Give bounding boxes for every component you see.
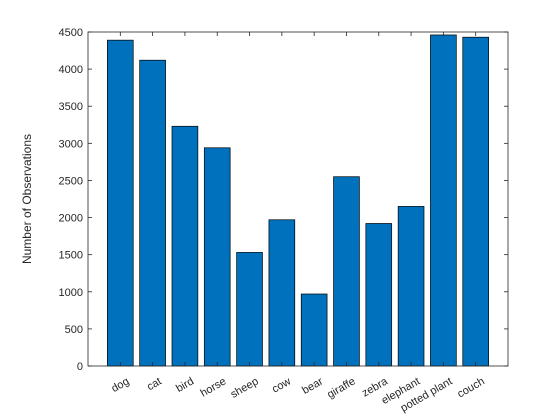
y-tick-label: 3000 bbox=[59, 138, 83, 150]
y-tick-label: 4000 bbox=[59, 64, 83, 76]
plot-frame bbox=[87, 31, 509, 367]
bar-elephant bbox=[397, 206, 425, 367]
y-tick-label: 1000 bbox=[59, 287, 83, 299]
y-tick-label: 2000 bbox=[59, 213, 83, 225]
bar-bear bbox=[300, 293, 328, 367]
y-axis-ticks: 0 500 1000 1500 2000 2500 3000 3500 4000 4500 bbox=[59, 27, 508, 373]
bar-zebra bbox=[365, 223, 393, 367]
y-tick-label: 1500 bbox=[59, 250, 83, 262]
y-tick-label: 500 bbox=[65, 324, 83, 336]
bar-cow bbox=[268, 219, 296, 367]
y-tick-label: 0 bbox=[77, 361, 83, 373]
y-tick-label: 3500 bbox=[59, 101, 83, 113]
bar-sheep bbox=[236, 252, 263, 367]
bars bbox=[107, 34, 489, 367]
bar-giraffe bbox=[333, 176, 360, 367]
bar-potted-plant bbox=[430, 34, 457, 367]
bar-couch bbox=[462, 36, 489, 367]
y-tick-label: 4500 bbox=[59, 27, 83, 39]
bar-horse bbox=[203, 147, 231, 367]
y-tick-label: 2500 bbox=[59, 175, 83, 187]
y-axis-label: Number of Observations bbox=[20, 134, 34, 264]
bar-cat bbox=[139, 59, 166, 367]
bar-dog bbox=[107, 39, 134, 367]
bar-bird bbox=[171, 125, 199, 367]
